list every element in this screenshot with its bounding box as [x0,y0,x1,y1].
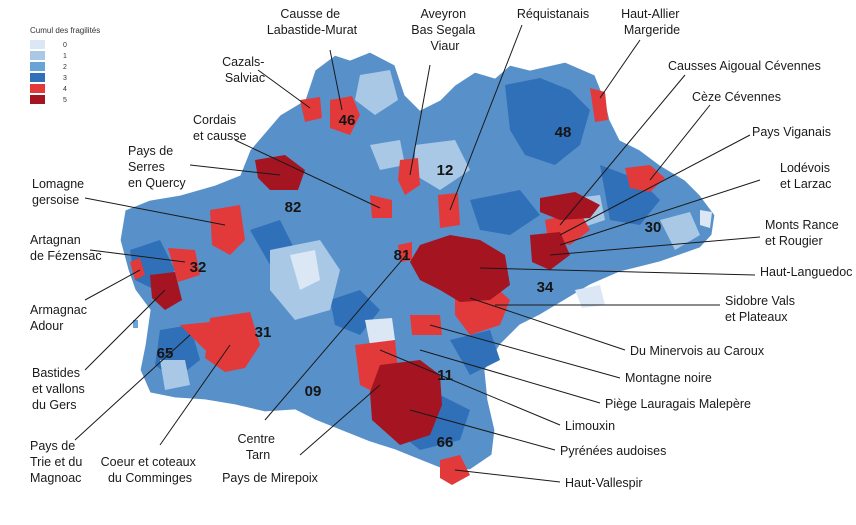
legend-swatch-3 [30,73,45,82]
label-haut-vallespir: Haut-Vallespir [565,476,643,490]
label-minervois: Du Minervois au Caroux [630,344,765,358]
legend-swatch-5 [30,95,45,104]
dept-48: 48 [555,124,572,141]
label-bastides: Bastides et vallons du Gers [32,366,88,412]
label-requistanais: Réquistanais [517,7,589,21]
level-5-zones [150,155,600,445]
dept-09: 09 [305,383,322,400]
label-piege: Piège Lauragais Malepère [605,397,751,411]
dept-46: 46 [339,112,356,129]
legend-items: 0 1 2 3 4 5 [30,40,67,104]
label-pays-serres: Pays de Serres en Quercy [128,144,186,190]
label-monts-rance: Monts Rance et Rougier [765,218,842,248]
dept-12: 12 [437,162,454,179]
dept-81: 81 [394,247,411,264]
label-pays-viganais: Pays Viganais [752,125,831,139]
dept-32: 32 [190,259,207,276]
label-pays-trie: Pays de Trie et du Magnoac [30,439,86,485]
label-aveyron-segala: Aveyron Bas Segala Viaur [411,7,478,53]
dept-31: 31 [255,324,272,341]
label-cazals: Cazals- Salviac [222,55,268,85]
label-haut-allier: Haut-Allier Margeride [621,7,683,37]
dept-34: 34 [537,279,554,296]
dept-65: 65 [157,345,174,362]
label-mirepoix: Pays de Mirepoix [222,471,319,485]
label-centre-tarn: Centre Tarn [237,432,278,462]
legend-swatch-2 [30,62,45,71]
legend-label-5: 5 [63,97,67,104]
label-limouxin: Limouxin [565,419,615,433]
leader-lines [74,24,761,483]
legend-swatch-1 [30,51,45,60]
label-causse-labastide: Causse de Labastide-Murat [267,7,358,37]
label-montagne-noire: Montagne noire [625,371,712,385]
label-cordais: Cordais et causse [193,113,247,143]
label-haut-languedoc: Haut-Languedoc [760,265,852,279]
legend-label-0: 0 [63,42,67,49]
legend-label-4: 4 [63,86,67,93]
legend-label-2: 2 [63,64,67,71]
lake-marks [133,320,138,328]
dept-30: 30 [645,219,662,236]
territory-labels: Causse de Labastide-Murat Aveyron Bas Se… [30,7,852,490]
legend-swatch-0 [30,40,45,49]
legend: Cumul des fragilités 0 1 2 3 4 5 [30,26,100,104]
label-ceze: Cèze Cévennes [692,90,781,104]
legend-title: Cumul des fragilités [30,26,100,35]
legend-label-3: 3 [63,75,67,82]
legend-label-1: 1 [63,53,67,60]
dept-11: 11 [437,367,453,384]
dept-82: 82 [285,199,302,216]
level-0-zones [290,210,712,345]
department-numbers: 46 48 12 82 30 32 81 34 31 65 11 09 66 [157,112,662,451]
label-lodevois: Lodévois et Larzac [780,161,834,191]
legend-swatch-4 [30,84,45,93]
label-comminges: Coeur et coteaux du Comminges [101,455,200,485]
label-pyrenees: Pyrénées audoises [560,444,666,458]
label-causses-aigoual: Causses Aigoual Cévennes [668,59,821,73]
dept-66: 66 [437,434,454,451]
label-lomagne: Lomagne gersoise [32,177,88,207]
label-armagnac: Armagnac Adour [30,303,90,333]
label-artagnan: Artagnan de Fézensac [30,233,102,263]
label-sidobre: Sidobre Vals et Plateaux [725,294,798,324]
